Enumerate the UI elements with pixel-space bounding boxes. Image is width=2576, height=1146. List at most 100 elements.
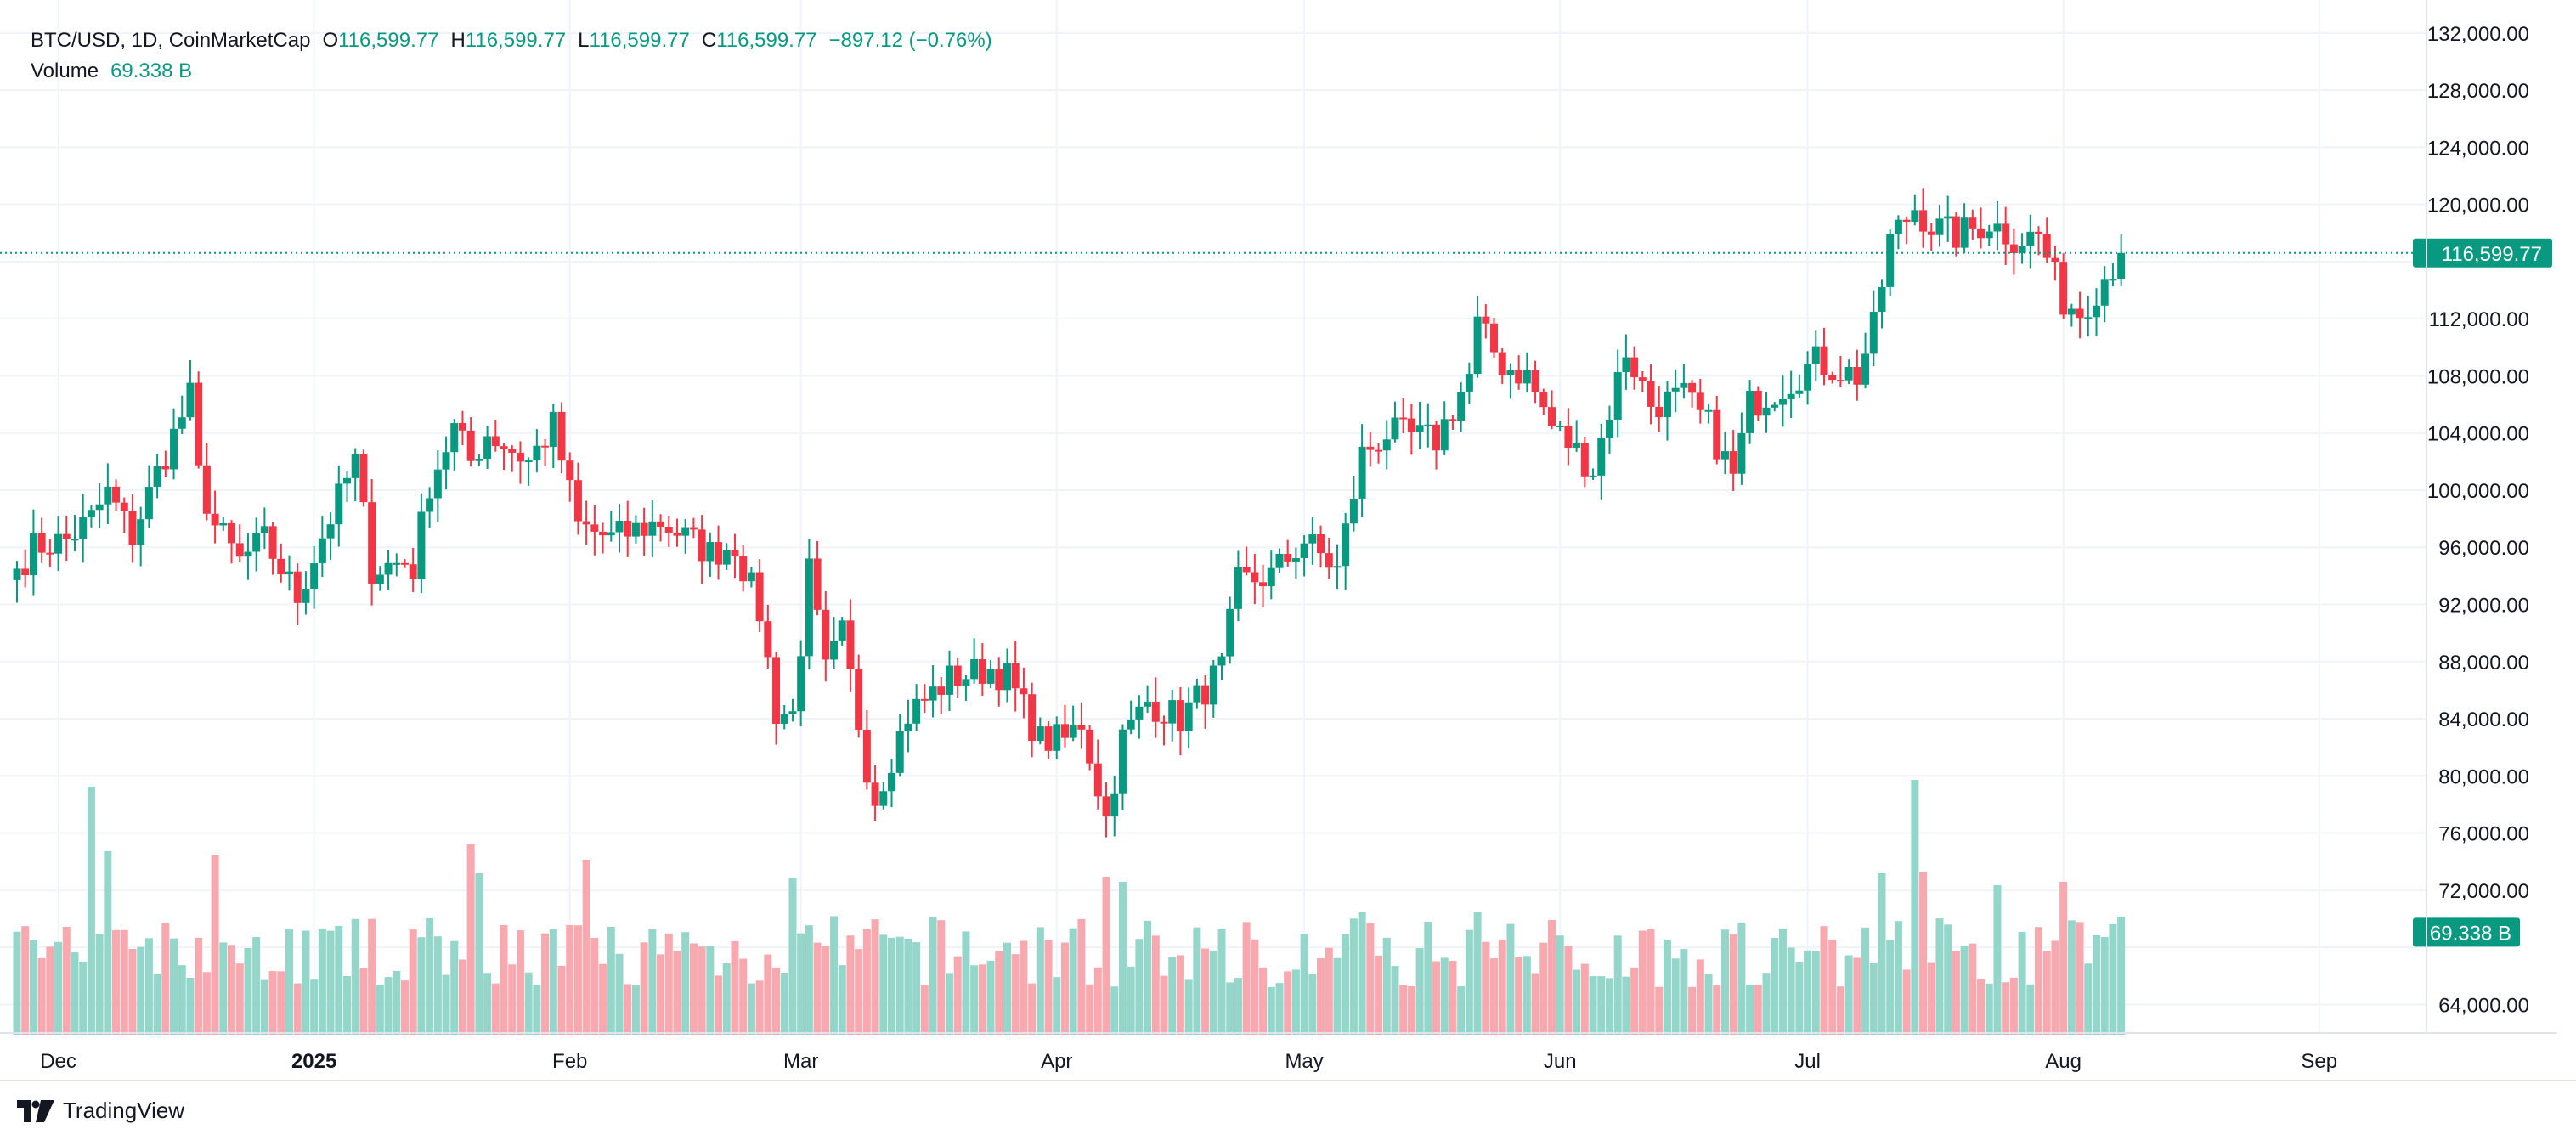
volume-bar: [79, 961, 88, 1035]
volume-bar: [1317, 958, 1325, 1035]
candle-body: [838, 620, 846, 641]
last-volume-label: 69.338 B: [2430, 922, 2511, 945]
candle-body: [1209, 665, 1217, 705]
candle-body: [1457, 392, 1466, 421]
candle-body: [417, 511, 426, 579]
volume-bar: [1580, 963, 1589, 1035]
candle-body: [855, 669, 863, 731]
volume-bar: [706, 946, 715, 1035]
candle-body: [557, 411, 566, 461]
volume-bar: [780, 972, 788, 1035]
volume-bar: [1234, 978, 1242, 1035]
volume-bar: [582, 860, 590, 1035]
high-key: H: [450, 29, 466, 52]
candle-body: [1506, 370, 1515, 375]
volume-bar: [871, 919, 879, 1035]
volume-bar: [1671, 958, 1680, 1035]
candle-body: [335, 483, 343, 525]
volume-bar: [1003, 942, 1011, 1035]
volume-bar: [2042, 951, 2051, 1035]
candle-body: [1407, 418, 1415, 432]
candle-body: [252, 533, 261, 552]
volume-bar: [1787, 947, 1795, 1035]
candle-body: [1663, 391, 1671, 418]
candle-body: [657, 521, 665, 527]
volume-bar: [87, 787, 95, 1035]
volume-bar: [1828, 939, 1837, 1035]
candle-body: [772, 657, 781, 724]
volume-bar: [664, 933, 673, 1035]
volume-bar: [1267, 986, 1275, 1035]
volume-bar: [1647, 929, 1655, 1035]
candle-body: [805, 558, 813, 657]
candle-body: [153, 466, 161, 488]
last-volume-badge: [2413, 917, 2520, 947]
volume-bar: [1630, 967, 1639, 1035]
price-tick-label: 104,000.00: [2427, 423, 2529, 446]
candle-body: [1778, 399, 1787, 405]
volume-bars: [13, 780, 2126, 1035]
volume-bar: [1251, 939, 1259, 1035]
candle-body: [1473, 316, 1482, 375]
candle-body: [541, 445, 550, 448]
volume-bar: [2076, 922, 2084, 1035]
candle-body: [112, 486, 121, 503]
candle-body: [607, 532, 615, 536]
volume-bar: [466, 844, 475, 1035]
volume-bar: [153, 974, 161, 1035]
candle-body: [1720, 451, 1729, 460]
volume-bar: [1342, 934, 1350, 1035]
volume-bar: [681, 932, 690, 1035]
candle-body: [1234, 567, 1242, 609]
volume-bar: [1127, 966, 1135, 1035]
candle-body: [739, 556, 748, 582]
price-tick-label: 108,000.00: [2427, 365, 2529, 388]
volume-bar: [310, 979, 319, 1035]
candle-body: [29, 533, 37, 576]
volume-bar: [71, 952, 79, 1035]
candle-body: [822, 609, 830, 660]
candle-body: [87, 510, 95, 517]
volume-bar: [731, 940, 739, 1035]
candle-body: [1482, 316, 1490, 324]
candle-body: [715, 542, 723, 565]
close-key: C: [701, 29, 717, 52]
volume-bar: [516, 930, 524, 1035]
volume-bar: [1060, 942, 1069, 1035]
volume-bar: [112, 929, 121, 1035]
volume-bar: [1473, 912, 1482, 1035]
candle-body: [508, 449, 517, 453]
candle-body: [2084, 317, 2093, 319]
tradingview-brand[interactable]: TradingView: [17, 1098, 184, 1124]
candle-body: [2035, 231, 2043, 234]
price-tick-label: 72,000.00: [2438, 880, 2529, 903]
candles: [13, 188, 2126, 838]
volume-bar: [1490, 958, 1499, 1035]
volume-bar: [855, 949, 863, 1035]
candle-body: [71, 539, 79, 541]
symbol-label[interactable]: BTC/USD, 1D, CoinMarketCap: [31, 29, 311, 52]
volume-bar: [384, 977, 393, 1035]
candle-body: [1878, 286, 1886, 312]
candle-body: [1069, 725, 1077, 738]
candle-body: [1440, 419, 1449, 451]
candle-body: [128, 511, 137, 545]
volume-bar: [1457, 985, 1466, 1035]
candle-body: [1869, 311, 1878, 354]
volume-bar: [722, 963, 731, 1035]
price-tick-label: 64,000.00: [2438, 994, 2529, 1017]
volume-label[interactable]: Volume: [31, 59, 99, 82]
candle-body: [186, 382, 195, 418]
volume-bar: [631, 985, 640, 1035]
candle-body: [590, 524, 599, 532]
candle-body: [1003, 663, 1011, 691]
candle-body: [1317, 534, 1325, 554]
time-tick-label: Dec: [40, 1050, 76, 1073]
volume-value: 69.338 B: [110, 59, 193, 82]
candle-body: [797, 656, 805, 712]
close-value: 116,599.77: [716, 29, 817, 52]
candle-body: [1044, 726, 1053, 751]
candle-body: [1391, 417, 1399, 440]
